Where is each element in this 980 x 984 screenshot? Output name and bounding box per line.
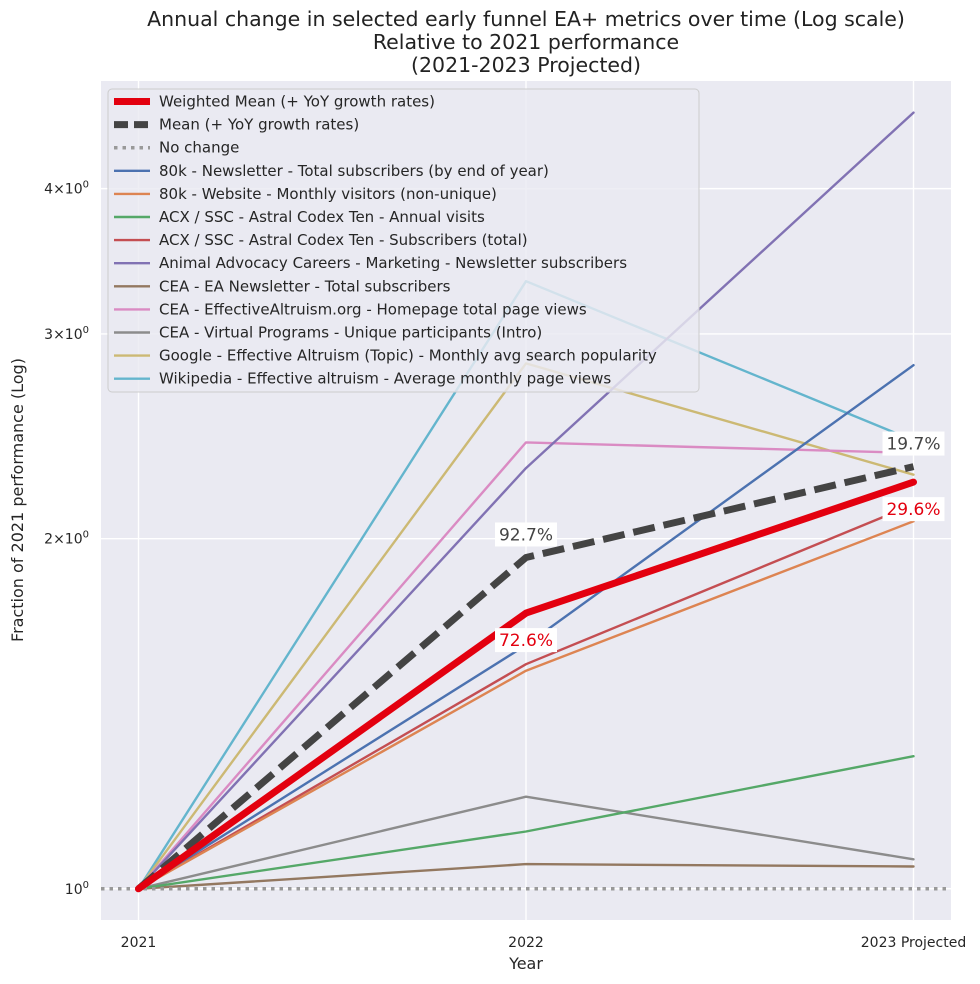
- series-line-cea-effectivealtruism-org-homepage-total-page-views: [137, 441, 915, 890]
- chart-title-block: Annual change in selected early funnel E…: [147, 7, 905, 77]
- annotation-box-72-6: [495, 628, 557, 653]
- chart-period-line: (2021-2023 Projected): [411, 53, 641, 77]
- chart-title-line: Annual change in selected early funnel E…: [147, 7, 905, 31]
- series-line-mean-yoy-growth-rates: [136, 463, 915, 892]
- chart-subtitle-line: Relative to 2021 performance: [373, 30, 679, 54]
- legend-label-acx-ssc-astral-codex-ten-annual-visits: ACX / SSC - Astral Codex Ten - Annual vi…: [159, 208, 485, 226]
- legend: Weighted Mean (+ YoY growth rates) Mean (…: [107, 88, 700, 393]
- series-line-animal-advocacy-careers-marketing-newsletter-subscribers: [137, 111, 915, 890]
- y-tick-label-1: 100: [65, 880, 89, 898]
- y-tick-label-2: 2×100: [44, 530, 89, 548]
- legend-label-wikipedia-effective-altruism-average-monthly-page-views: Wikipedia - Effective altruism - Average…: [159, 370, 611, 388]
- y-tick-label-3: 3×100: [44, 325, 89, 343]
- y-tick-labels: 100 2×100 3×100 4×100: [44, 180, 89, 898]
- legend-label-weighted-mean-yoy-growth-rates: Weighted Mean (+ YoY growth rates): [159, 93, 435, 111]
- legend-label-google-effective-altruism-topic-monthly-avg-search-popularity: Google - Effective Altruism (Topic) - Mo…: [159, 347, 657, 365]
- legend-label-no-change: No change: [159, 139, 239, 157]
- series-line-weighted-mean-yoy-growth-rates: [135, 478, 917, 893]
- x-tick-label-2023-projected: 2023 Projected: [861, 935, 966, 951]
- series-line-acx-ssc-astral-codex-ten-annual-visits: [137, 755, 915, 890]
- annotation-label-29-6: 29.6%: [886, 500, 940, 520]
- x-tick-label-2021: 2021: [121, 935, 157, 951]
- series-line-acx-ssc-astral-codex-ten-subscribers-total: [137, 503, 915, 890]
- series-line-80k-website-monthly-visitors-non-unique: [137, 520, 915, 890]
- legend-label-mean-yoy-growth-rates: Mean (+ YoY growth rates): [159, 116, 359, 134]
- legend-label-80k-newsletter-total-subscribers-by-end-of-year: 80k - Newsletter - Total subscribers (by…: [159, 162, 549, 180]
- y-tick-label-4: 4×100: [44, 180, 89, 198]
- annotation-box-29-6: [882, 497, 945, 522]
- x-axis-label: Year: [508, 954, 543, 973]
- annotation-label-92-7: 92.7%: [499, 525, 553, 545]
- annotation-label-72-6: 72.6%: [499, 631, 553, 651]
- legend-label-animal-advocacy-careers-marketing-newsletter-subscribers: Animal Advocacy Careers - Marketing - Ne…: [159, 254, 627, 272]
- series-line-cea-ea-newsletter-total-subscribers: [137, 862, 915, 890]
- series-lines: [101, 111, 951, 893]
- legend-label-80k-website-monthly-visitors-non-unique: 80k - Website - Monthly visitors (non-un…: [159, 185, 497, 203]
- y-axis-label: Fraction of 2021 performance (Log): [8, 358, 27, 642]
- legend-label-cea-ea-newsletter-total-subscribers: CEA - EA Newsletter - Total subscribers: [159, 277, 451, 295]
- legend-label-cea-virtual-programs-unique-participants-intro: CEA - Virtual Programs - Unique particip…: [159, 324, 542, 342]
- legend-box: [107, 88, 700, 393]
- annotation-label-19-7: 19.7%: [886, 435, 940, 455]
- x-tick-labels: 2021 2022 2023 Projected: [121, 935, 967, 951]
- legend-label-cea-effectivealtruism-org-homepage-total-page-views: CEA - EffectiveAltruism.org - Homepage t…: [159, 300, 587, 318]
- x-tick-label-2022: 2022: [508, 935, 544, 951]
- legend-label-acx-ssc-astral-codex-ten-subscribers-total: ACX / SSC - Astral Codex Ten - Subscribe…: [159, 231, 528, 249]
- series-line-cea-virtual-programs-unique-participants-intro: [137, 795, 915, 890]
- annotations: 92.7% 72.6% 19.7% 29.6%: [495, 431, 945, 653]
- annotation-box-92-7: [495, 522, 557, 547]
- annotation-box-19-7: [882, 431, 945, 456]
